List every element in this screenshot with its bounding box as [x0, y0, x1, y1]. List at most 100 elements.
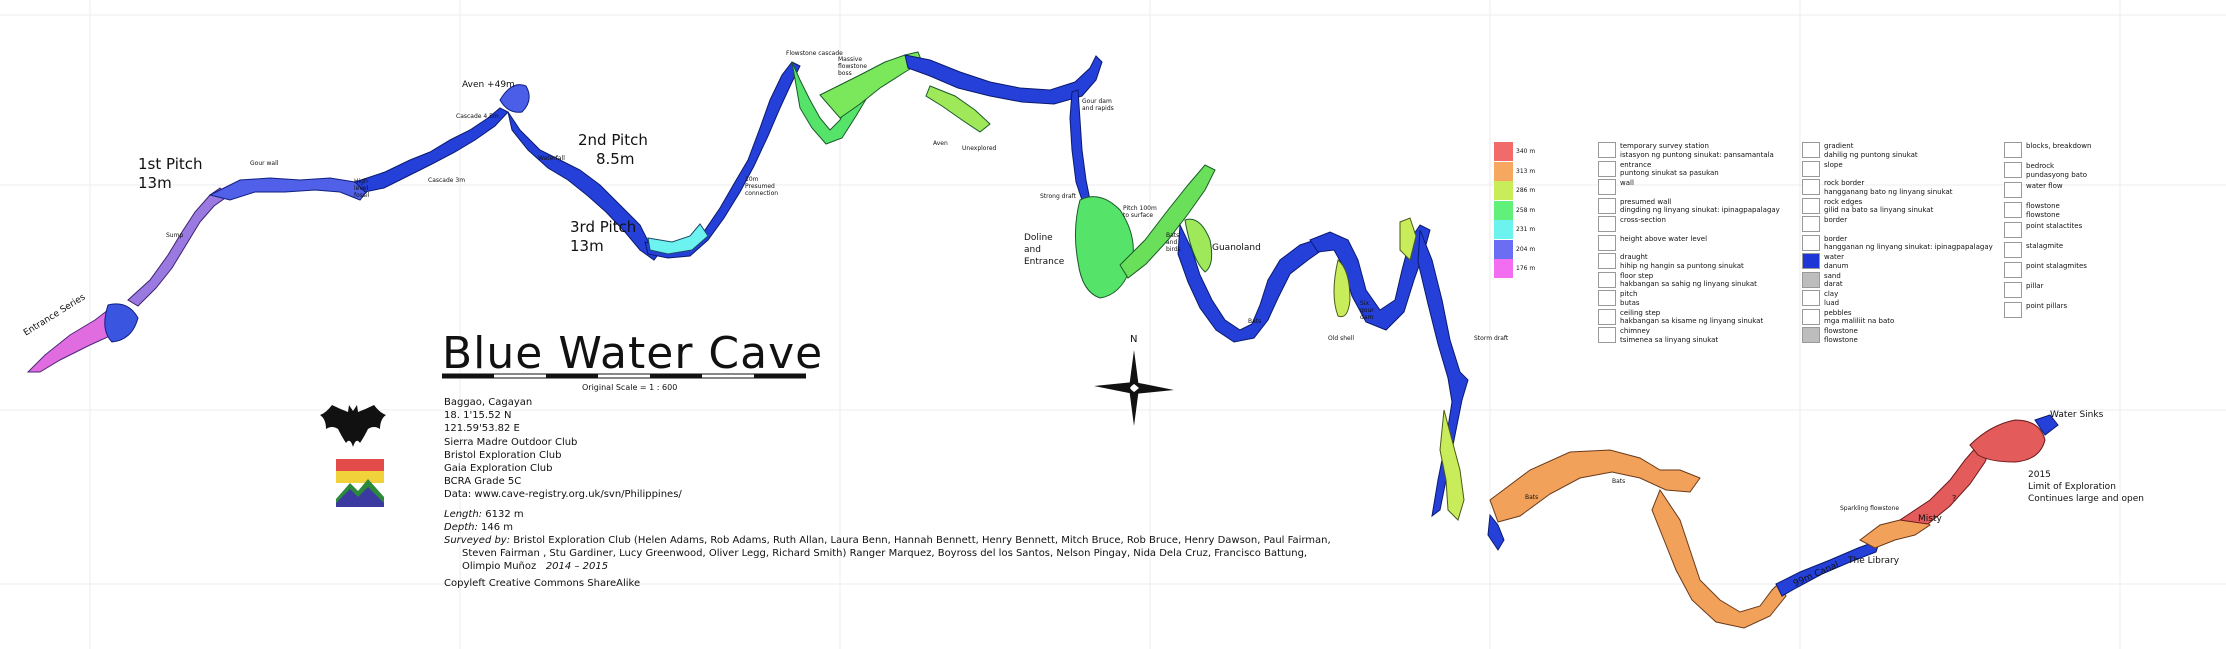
legend-text: wall	[1620, 179, 1634, 187]
label-third-pitch-depth: 13m	[570, 237, 604, 255]
bat-logo-icon	[320, 405, 386, 447]
compass-north-label: N	[1130, 334, 1138, 345]
draught-icon	[1598, 253, 1616, 269]
label-misty: Misty	[1918, 514, 1942, 524]
legend-text-secondary: puntong sinukat sa pasukan	[1620, 169, 1719, 177]
legend-row: flowstone flowstone	[2004, 202, 2060, 219]
legend-row: floor step hakbangan sa sahig ng linyang …	[1598, 271, 1757, 289]
depth-swatch	[1494, 161, 1513, 181]
flowstone2-icon	[2004, 202, 2022, 218]
legend-row: draught hihip ng hangin sa puntong sinuka…	[1598, 253, 1744, 270]
label-massive-flowstone: Massive flowstone boss	[838, 56, 868, 77]
blocks-icon	[2004, 142, 2022, 158]
scale-label: Original Scale = 1 : 600	[582, 383, 678, 392]
depth-swatch	[1494, 220, 1513, 239]
legend-text: draught	[1620, 253, 1648, 261]
legend-text: chimney	[1620, 327, 1650, 335]
club-line-2: Bristol Exploration Club	[444, 449, 562, 461]
legend-text: sand	[1824, 271, 1841, 280]
label-waterfall: Waterfall	[538, 155, 565, 162]
survey-years: 2014 – 2015	[545, 561, 609, 573]
water-sinks-chamber	[1969, 419, 2046, 463]
label-sump: Sump	[166, 232, 184, 239]
ceiling-step-icon	[1598, 308, 1616, 325]
surveyed-text-3: Olimpio Muñoz	[462, 561, 537, 573]
club-line-1: Sierra Madre Outdoor Club	[444, 436, 578, 448]
legend-row: flowstone flowstone	[1802, 327, 1858, 344]
scale-bar	[442, 373, 806, 379]
legend-row: gradient dahilig ng puntong sinukat	[1802, 142, 1918, 159]
legend-text-secondary: hihip ng hangin sa puntong sinukat	[1620, 261, 1744, 270]
legend-text: stalagmite	[2026, 242, 2064, 250]
water-sinks-end	[2034, 414, 2059, 436]
legend-row: height above water level	[1598, 234, 1708, 251]
pillar-icon	[2004, 282, 2022, 298]
water-flow-icon	[2004, 182, 2022, 198]
legend-text: height above water level	[1620, 234, 1708, 243]
label-guanoland: Guanoland	[1212, 243, 1261, 253]
legend-text: border	[1824, 216, 1848, 224]
border-icon	[1802, 216, 1820, 232]
pitch-icon	[1598, 290, 1616, 306]
location-line-2: 18. 1'15.52 N	[444, 410, 512, 422]
legend-row: border	[1802, 216, 1847, 232]
legend-row: stalagmite	[2004, 242, 2063, 258]
canal-passage	[1775, 539, 1881, 597]
surveyed-line-3: Olimpio Muñoz 2014 – 2015	[444, 560, 1331, 573]
label-gour-dam2: Six gour dam	[1360, 300, 1374, 321]
legend-text-secondary: butas	[1620, 298, 1640, 307]
chimney-icon	[1598, 327, 1616, 343]
surveyed-text: Bristol Exploration Club (Helen Adams, R…	[513, 535, 1331, 547]
slope-icon	[1802, 160, 1820, 177]
length-line: Length: 6132 m	[444, 508, 1331, 521]
depth-swatch-label: 313 m	[1516, 167, 1536, 175]
depth-value: 146 m	[481, 521, 514, 533]
legend-row: blocks, breakdown	[2004, 142, 2091, 158]
depth-swatch-label: 204 m	[1516, 245, 1536, 253]
sand-icon	[1802, 271, 1820, 288]
length-value: 6132 m	[485, 508, 524, 520]
point-pillars-icon	[2004, 302, 2022, 318]
cyan-section	[647, 223, 709, 255]
pebbles-icon	[1802, 308, 1820, 325]
label-sparkling: Sparkling flowstone	[1840, 505, 1900, 512]
surveyed-label: Surveyed by:	[444, 535, 511, 547]
legend-row: presumed wall dingding ng linyang sinukat…	[1598, 197, 1780, 215]
legend-text: entrance	[1620, 160, 1652, 169]
passage-storm-draft	[1417, 229, 1469, 518]
info-block: Baggao, Cagayan 18. 1'15.52 N 121.59'53.…	[444, 396, 1331, 590]
surveyed-text-2: Steven Fairman , Stu Gardiner, Lucy Gree…	[462, 548, 1308, 560]
legend-text: point stalagmites	[2026, 262, 2087, 270]
legend-text: rock border	[1824, 179, 1865, 187]
label-strong-draft: Strong draft	[1040, 193, 1076, 200]
length-label: Length:	[444, 508, 483, 520]
legend-text: pitch	[1620, 290, 1638, 298]
club-line-3: Gaia Exploration Club	[444, 463, 553, 475]
label-exploration-year: 2015	[2028, 470, 2051, 480]
orange-lower-passage	[1651, 488, 1787, 629]
legend-text: blocks, breakdown	[2026, 142, 2092, 150]
label-cascade-45: Cascade 4.5m	[456, 113, 499, 120]
legend-row: sand darat	[1802, 271, 1843, 289]
label-high-level: High level fossil	[354, 178, 370, 199]
legend-row: pillar	[2004, 282, 2043, 298]
point-stalactites-icon	[2004, 222, 2022, 238]
presumed-wall-icon	[1598, 197, 1616, 214]
passage-upper-left	[208, 177, 369, 201]
legend-row: rock border hangganang bato ng linyang si…	[1802, 179, 1953, 196]
legend-row: border hangganan ng linyang sinukat: ipin…	[1802, 234, 1993, 252]
label-bats: Bats	[1248, 318, 1262, 325]
blue-lower-connect	[1487, 513, 1505, 551]
label-continues: Continues large and open	[2028, 494, 2144, 504]
legend-text: presumed wall	[1620, 197, 1672, 206]
label-first-pitch-depth: 13m	[138, 174, 172, 192]
flowstone-icon	[1802, 327, 1820, 343]
legend-text: border	[1824, 234, 1848, 243]
club-logo-icon	[336, 459, 384, 507]
depth-swatch-label: 176 m	[1516, 265, 1536, 272]
location-line-3: 121.59'53.82 E	[444, 423, 520, 435]
survey-station-icon	[1598, 142, 1616, 158]
depth-swatch	[1494, 142, 1513, 161]
depth-swatch	[1494, 181, 1513, 200]
floor-step-icon	[1598, 271, 1616, 288]
